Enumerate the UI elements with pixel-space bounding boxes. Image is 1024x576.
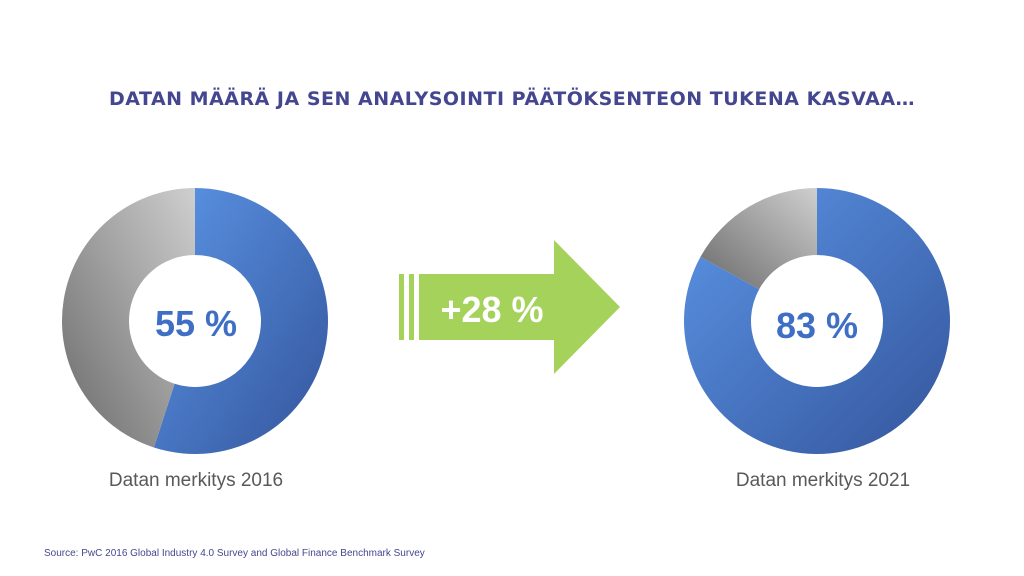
donut-caption-2016: Datan merkitys 2016 (108, 470, 284, 491)
slice-rest (700, 188, 817, 290)
donut-chart-2016: 55 % (62, 188, 329, 455)
source-note: Source: PwC 2016 Global Industry 4.0 Sur… (44, 548, 425, 559)
arrow-stripe (409, 274, 414, 340)
arrow-label: +28 % (440, 289, 543, 330)
donut-value-label: 83 % (776, 305, 858, 346)
donut-value-label: 55 % (155, 303, 237, 344)
donut-chart-2021: 83 % (684, 188, 950, 455)
arrow-body (419, 240, 620, 374)
slice-data (153, 188, 329, 455)
slice-rest (62, 188, 195, 448)
slice-data (684, 188, 950, 455)
growth-arrow: +28 % (399, 240, 620, 374)
donut-caption-2021: Datan merkitys 2021 (735, 470, 911, 491)
arrow-stripe (399, 274, 404, 340)
page-title: Datan määrä ja sen analysointi päätöksen… (108, 88, 916, 110)
